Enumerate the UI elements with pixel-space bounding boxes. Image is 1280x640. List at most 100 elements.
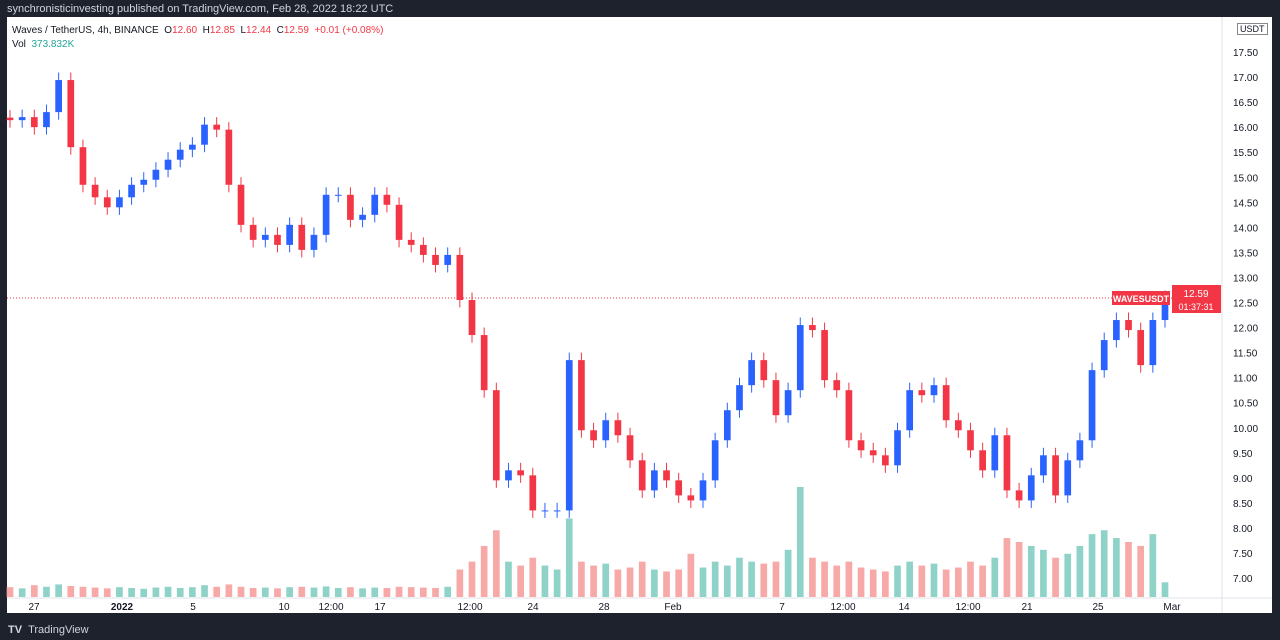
volume-bar <box>468 561 476 597</box>
candle-body <box>18 117 26 121</box>
candle-body <box>541 510 549 512</box>
candle-body <box>1040 455 1047 476</box>
time-tick-label: Mar <box>1163 602 1181 613</box>
candle-body <box>626 435 634 461</box>
volume-bar <box>286 587 293 597</box>
volume-bar <box>918 565 926 597</box>
volume-value: 373.832K <box>31 39 75 50</box>
candle-body <box>286 224 293 245</box>
volume-bar <box>480 545 488 597</box>
volume-bar <box>967 561 974 597</box>
candle-body <box>249 224 257 240</box>
tradingview-brand[interactable]: TV TradingView <box>8 624 89 636</box>
time-tick-label: 17 <box>374 602 386 613</box>
candle-body <box>638 460 646 491</box>
candle-body <box>796 325 804 391</box>
volume-bar <box>334 587 342 597</box>
open-value: 12.60 <box>172 25 198 36</box>
price-tick-label: 13.00 <box>1233 273 1258 284</box>
volume-bar <box>723 565 731 597</box>
candle-body <box>201 124 208 145</box>
time-tick-label: 27 <box>28 602 40 613</box>
volume-bar <box>651 569 658 597</box>
candle-body <box>79 147 87 185</box>
candle-body <box>1125 320 1132 331</box>
candle-body <box>468 299 476 336</box>
candle-body <box>298 224 306 250</box>
volume-bar <box>1161 582 1169 597</box>
candle-body <box>942 385 950 421</box>
high-label: H <box>202 25 210 36</box>
volume-bar <box>541 565 549 597</box>
volume-label: Vol <box>12 39 26 50</box>
candle-body <box>261 234 269 240</box>
volume-bar <box>736 557 743 597</box>
volume-bar <box>772 561 780 597</box>
candle-body <box>930 385 938 396</box>
candle-body <box>444 254 452 265</box>
open-label: O <box>164 25 173 36</box>
volume-bar <box>1113 538 1120 597</box>
volume-bar <box>699 567 707 597</box>
volume-bar <box>565 518 573 597</box>
volume-bar <box>432 587 439 597</box>
candle-body <box>176 149 184 160</box>
candle-body <box>821 330 828 381</box>
volume-bar <box>930 563 938 597</box>
volume-bar <box>1015 542 1023 597</box>
volume-bar <box>675 569 683 597</box>
symbol-label[interactable]: Waves / TetherUS, 4h, BINANCE <box>12 25 159 36</box>
volume-bar <box>1003 538 1011 597</box>
volume-bar <box>1137 545 1145 597</box>
price-tick-label: 8.00 <box>1233 524 1253 535</box>
candle-body <box>991 435 999 471</box>
volume-bar <box>176 587 184 597</box>
volume-bar <box>407 587 415 597</box>
volume-bar <box>553 569 561 597</box>
volume-bar <box>869 569 877 597</box>
time-tick-label: Feb <box>664 602 682 613</box>
time-tick-label: 25 <box>1092 602 1104 613</box>
candle-body <box>420 244 427 255</box>
candle-body <box>407 239 415 245</box>
volume-bar <box>30 585 38 597</box>
candle-body <box>383 194 391 205</box>
candle-body <box>651 470 658 491</box>
volume-bar <box>116 587 123 597</box>
volume-bar <box>833 565 841 597</box>
price-tick-label: 17.00 <box>1233 73 1258 84</box>
currency-button[interactable]: USDT <box>1237 23 1268 35</box>
volume-bar <box>1052 557 1059 597</box>
volume-bar <box>906 561 914 597</box>
candle-body <box>492 390 500 481</box>
candle-body <box>103 197 111 208</box>
ticker-label: WAVESUSDT <box>1113 294 1170 304</box>
high-value: 12.85 <box>209 25 235 36</box>
candle-body <box>602 420 610 441</box>
price-tick-label: 11.50 <box>1233 349 1258 360</box>
volume-bar <box>845 561 853 597</box>
volume-bar <box>91 587 99 597</box>
volume-bar <box>1149 534 1157 597</box>
candle-body <box>699 480 707 501</box>
time-tick-label: 5 <box>190 602 196 613</box>
chart-panel[interactable] <box>7 17 1272 613</box>
candle-body <box>1100 340 1108 371</box>
volume-bar <box>638 561 646 597</box>
candle-body <box>91 184 99 198</box>
volume-bar <box>809 557 816 597</box>
volume-bar <box>261 587 269 597</box>
price-tick-label: 8.50 <box>1233 499 1253 510</box>
price-tick-label: 10.00 <box>1233 424 1258 435</box>
volume-bar <box>1064 553 1072 597</box>
time-tick-label: 12:00 <box>457 602 482 613</box>
price-tick-label: 13.50 <box>1233 248 1258 259</box>
candle-body <box>918 390 926 396</box>
candle-body <box>748 360 755 386</box>
volume-bar <box>213 586 221 597</box>
price-tick-label: 17.50 <box>1233 48 1258 59</box>
time-tick-label: 2022 <box>111 602 134 613</box>
candle-body <box>906 390 914 431</box>
time-tick-label: 12:00 <box>830 602 855 613</box>
